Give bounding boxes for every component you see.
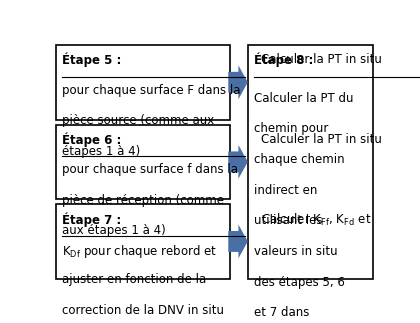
- Text: pièce de réception (comme: pièce de réception (comme: [62, 194, 223, 207]
- Text: ajuster en fonction de la: ajuster en fonction de la: [62, 273, 206, 287]
- Text: $\mathregular{K_{Df}}$ pour chaque rebord et: $\mathregular{K_{Df}}$ pour chaque rebor…: [62, 243, 217, 260]
- Text: Étape 5 :: Étape 5 :: [62, 53, 125, 68]
- Text: et 7 dans: et 7 dans: [254, 306, 309, 319]
- Text: Calculer la PT du: Calculer la PT du: [254, 92, 353, 105]
- Text: pour chaque surface f dans la: pour chaque surface f dans la: [62, 163, 238, 176]
- Text: étapes 1 à 4): étapes 1 à 4): [62, 145, 140, 158]
- Text: utilisant les: utilisant les: [254, 214, 322, 227]
- FancyBboxPatch shape: [56, 125, 230, 199]
- Text: Calculer $\mathregular{K_{Ff}}$, $\mathregular{K_{Fd}}$ et: Calculer $\mathregular{K_{Ff}}$, $\mathr…: [261, 212, 371, 228]
- Polygon shape: [228, 224, 248, 258]
- Text: Étape 8 :: Étape 8 :: [254, 53, 317, 68]
- Polygon shape: [228, 145, 248, 179]
- Text: Étape 7 :: Étape 7 :: [62, 212, 125, 227]
- Text: Calculer la PT in situ: Calculer la PT in situ: [261, 132, 382, 146]
- Text: des étapes 5, 6: des étapes 5, 6: [254, 276, 344, 289]
- Text: chaque chemin: chaque chemin: [254, 153, 344, 166]
- FancyBboxPatch shape: [56, 204, 230, 279]
- Text: pour chaque surface F dans la: pour chaque surface F dans la: [62, 84, 240, 97]
- Text: valeurs in situ: valeurs in situ: [254, 245, 337, 258]
- Text: aux étapes 1 à 4): aux étapes 1 à 4): [62, 224, 165, 237]
- Polygon shape: [228, 65, 248, 99]
- Text: chemin pour: chemin pour: [254, 122, 328, 135]
- Text: indirect en: indirect en: [254, 184, 317, 197]
- Text: pièce source (comme aux: pièce source (comme aux: [62, 114, 214, 127]
- FancyBboxPatch shape: [56, 45, 230, 120]
- Text: Étape 6 :: Étape 6 :: [62, 132, 125, 147]
- Text: Calculer la PT in situ: Calculer la PT in situ: [261, 53, 382, 66]
- FancyBboxPatch shape: [248, 45, 373, 279]
- Text: correction de la DNV in situ: correction de la DNV in situ: [62, 304, 223, 317]
